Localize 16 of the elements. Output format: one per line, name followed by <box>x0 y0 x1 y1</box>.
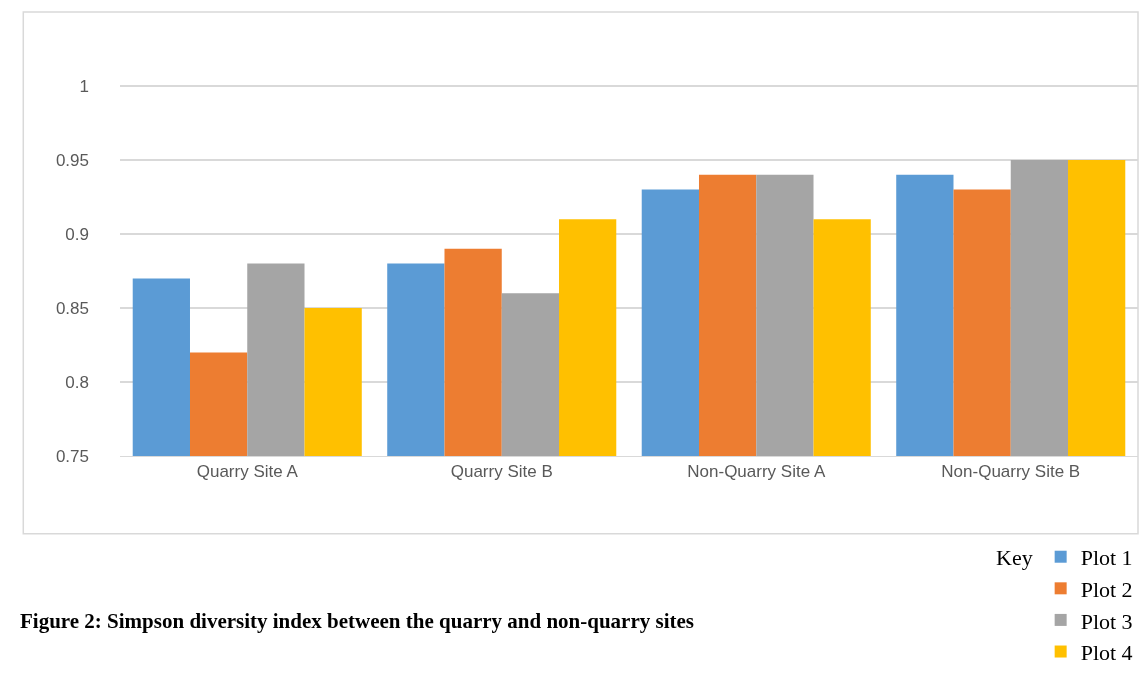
x-tick-label: Quarry Site A <box>196 462 299 482</box>
y-tick-label: 0.8 <box>65 372 89 392</box>
x-tick-label: Non-Quarry Site B <box>941 462 1081 482</box>
y-tick-label: 0.95 <box>55 150 89 170</box>
caption: Figure 2: Simpson diversity index between the quarry and non-quarry sites <box>20 609 694 633</box>
x-tick-label: Quarry Site B <box>450 462 553 482</box>
y-tick-label: 0.9 <box>65 224 89 244</box>
y-tick-label: 0.85 <box>55 298 89 318</box>
y-tick-label: 0.75 <box>55 446 89 466</box>
legend-title: Key <box>996 544 1033 570</box>
legend-label: Plot 2 <box>1080 576 1133 602</box>
x-tick-label: Non-Quarry Site A <box>687 462 826 482</box>
y-tick-label: 1 <box>79 76 89 96</box>
legend-label: Plot 4 <box>1080 640 1133 666</box>
legend-label: Plot 3 <box>1080 608 1133 634</box>
legend-label: Plot 1 <box>1080 545 1133 571</box>
